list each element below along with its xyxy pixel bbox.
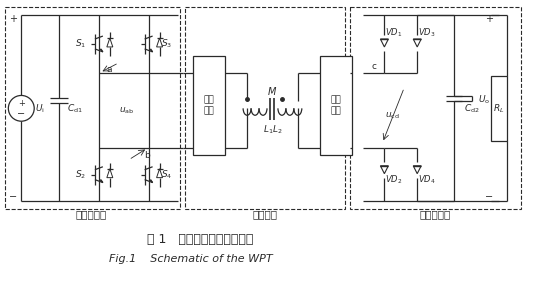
Bar [193, 56, 225, 155]
Text: $S_1$: $S_1$ [75, 38, 87, 50]
Text: $L_1 L_2$: $L_1 L_2$ [263, 124, 282, 136]
Text: $S_3$: $S_3$ [161, 38, 172, 50]
Text: $U_{\rm o}$: $U_{\rm o}$ [478, 93, 490, 106]
Polygon shape [156, 38, 162, 47]
Text: 补偿
网络: 补偿 网络 [204, 96, 215, 115]
Text: +: + [485, 14, 493, 24]
Text: $S_2$: $S_2$ [75, 168, 87, 181]
Text: $C_{\rm d1}$: $C_{\rm d1}$ [67, 102, 83, 115]
Text: +: + [18, 99, 25, 108]
Polygon shape [413, 166, 421, 174]
Bar [185, 7, 344, 209]
Text: $VD_2$: $VD_2$ [386, 173, 403, 186]
Polygon shape [107, 38, 113, 47]
Text: 高频整流器: 高频整流器 [420, 209, 451, 219]
Bar [491, 76, 507, 141]
Text: c: c [372, 62, 377, 71]
Text: $M$: $M$ [268, 85, 278, 97]
Text: $VD_3$: $VD_3$ [418, 27, 436, 39]
Text: $u_{\rm cd}$: $u_{\rm cd}$ [385, 110, 399, 121]
Bar [320, 56, 351, 155]
Text: $R_L$: $R_L$ [493, 102, 505, 115]
Polygon shape [413, 39, 421, 47]
Polygon shape [107, 169, 113, 178]
Text: $VD_1$: $VD_1$ [386, 27, 403, 39]
Text: $C_{\rm d2}$: $C_{\rm d2}$ [464, 102, 480, 115]
Bar [5, 7, 180, 209]
Text: $U_{\rm i}$: $U_{\rm i}$ [35, 102, 45, 115]
Text: b: b [144, 151, 150, 160]
Polygon shape [156, 169, 162, 178]
Text: −: − [17, 109, 25, 119]
Text: −: − [9, 192, 18, 202]
Text: $S_4$: $S_4$ [161, 168, 172, 181]
Text: −: − [485, 192, 493, 202]
Text: $VD_4$: $VD_4$ [418, 173, 436, 186]
Bar [350, 7, 521, 209]
Text: $u_{\rm ab}$: $u_{\rm ab}$ [119, 105, 135, 115]
Polygon shape [380, 39, 388, 47]
Text: 图 1   无线电能传输系统原理: 图 1 无线电能传输系统原理 [147, 233, 254, 246]
Polygon shape [380, 166, 388, 174]
Text: 补偿
网络: 补偿 网络 [330, 96, 341, 115]
Text: 高频逆变器: 高频逆变器 [75, 209, 107, 219]
Text: 谐振网络: 谐振网络 [253, 209, 278, 219]
Text: Fig.1    Schematic of the WPT: Fig.1 Schematic of the WPT [108, 254, 272, 264]
Text: a: a [106, 65, 112, 74]
Text: +: + [9, 14, 17, 24]
